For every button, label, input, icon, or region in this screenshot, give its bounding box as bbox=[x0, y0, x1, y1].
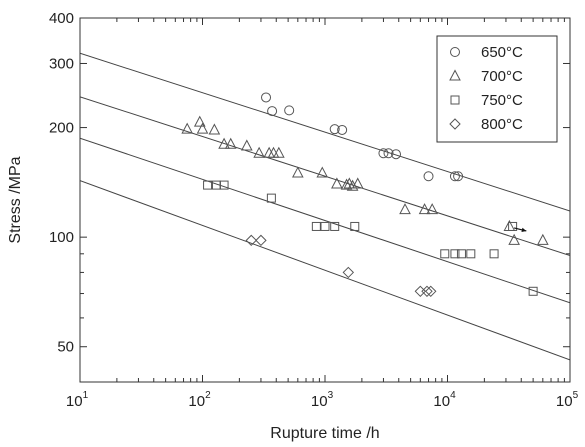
legend-box bbox=[436, 35, 558, 143]
data-point-triangle bbox=[196, 122, 209, 134]
legend-label: 750°C bbox=[481, 92, 523, 109]
data-point-square bbox=[219, 180, 229, 190]
data-point-square bbox=[450, 249, 460, 259]
data-point-triangle bbox=[291, 166, 304, 178]
y-tick-label: 400 bbox=[49, 10, 74, 27]
data-point-triangle bbox=[218, 137, 230, 149]
data-point-square bbox=[466, 249, 476, 259]
data-point-square bbox=[320, 221, 330, 231]
data-point-triangle bbox=[536, 233, 549, 245]
data-point-circle bbox=[453, 171, 464, 182]
data-point-diamond bbox=[245, 234, 257, 247]
legend-marker-triangle bbox=[449, 69, 461, 81]
y-tick-label: 200 bbox=[49, 120, 74, 137]
data-point-circle bbox=[449, 171, 460, 182]
y-tick-label: 300 bbox=[49, 55, 74, 72]
x-axis-label: Rupture time /h bbox=[270, 425, 379, 442]
data-point-circle bbox=[378, 148, 389, 159]
data-point-triangle bbox=[316, 166, 329, 178]
y-axis-label: Stress /MPa bbox=[7, 156, 24, 243]
x-tick-exponent: 2 bbox=[205, 390, 211, 401]
data-point-triangle bbox=[340, 178, 353, 190]
legend-marker-circle bbox=[450, 47, 460, 57]
data-point-square bbox=[266, 193, 276, 203]
legend-label: 650°C bbox=[481, 44, 523, 61]
y-tick-label: 100 bbox=[49, 229, 74, 246]
data-point-diamond bbox=[342, 266, 355, 279]
data-point-square bbox=[508, 221, 518, 231]
data-point-triangle bbox=[193, 115, 206, 127]
data-points bbox=[181, 92, 549, 297]
data-point-triangle bbox=[253, 146, 265, 158]
legend: 650°C 700°C 750°C 800°C bbox=[436, 35, 558, 143]
data-point-square bbox=[330, 221, 340, 231]
data-point-circle bbox=[329, 124, 340, 135]
data-point-triangle bbox=[426, 203, 439, 215]
data-point-circle bbox=[391, 149, 402, 160]
x-tick-exponent: 5 bbox=[573, 390, 579, 401]
annotations bbox=[514, 227, 527, 232]
data-point-square bbox=[311, 221, 321, 231]
data-point-circle bbox=[423, 171, 434, 182]
y-axis-ticks: 50 100 200 300 400 bbox=[49, 10, 570, 383]
data-point-triangle bbox=[331, 177, 343, 189]
data-point-circle bbox=[284, 105, 295, 116]
data-point-circle bbox=[337, 124, 348, 135]
data-point-triangle bbox=[240, 139, 253, 151]
data-point-circle bbox=[267, 106, 278, 117]
legend-label: 800°C bbox=[481, 116, 523, 133]
data-point-square bbox=[528, 286, 538, 296]
data-point-diamond bbox=[255, 234, 267, 247]
data-point-diamond bbox=[421, 285, 433, 297]
data-point-triangle bbox=[208, 123, 221, 135]
x-tick-exponent: 4 bbox=[450, 390, 456, 401]
data-point-triangle bbox=[273, 146, 285, 158]
data-point-square bbox=[350, 221, 360, 231]
x-tick-exponent: 3 bbox=[328, 390, 334, 401]
data-point-circle bbox=[383, 148, 394, 159]
data-point-triangle bbox=[351, 177, 364, 189]
data-point-square bbox=[440, 249, 450, 259]
legend-marker-square bbox=[450, 95, 460, 105]
data-point-square bbox=[456, 249, 466, 259]
data-point-triangle bbox=[181, 122, 194, 134]
data-point-triangle bbox=[224, 137, 237, 149]
fit-line-diamond bbox=[80, 180, 570, 361]
data-point-triangle bbox=[346, 179, 359, 191]
data-point-diamond bbox=[425, 285, 437, 297]
legend-marker-diamond bbox=[449, 118, 461, 130]
data-point-circle bbox=[261, 92, 272, 103]
y-tick-label: 50 bbox=[57, 339, 74, 356]
data-point-triangle bbox=[418, 203, 431, 215]
fit-line-square bbox=[80, 137, 570, 304]
fit-line-circle bbox=[80, 52, 570, 212]
data-point-triangle bbox=[508, 233, 520, 245]
arrow-head bbox=[521, 227, 527, 232]
data-point-square bbox=[489, 249, 499, 259]
legend-label: 700°C bbox=[481, 68, 523, 85]
fit-line-triangle bbox=[80, 96, 570, 257]
x-tick-exponent: 1 bbox=[83, 390, 89, 401]
fit-lines bbox=[80, 52, 570, 361]
data-point-triangle bbox=[399, 203, 411, 215]
data-point-square bbox=[203, 180, 213, 190]
